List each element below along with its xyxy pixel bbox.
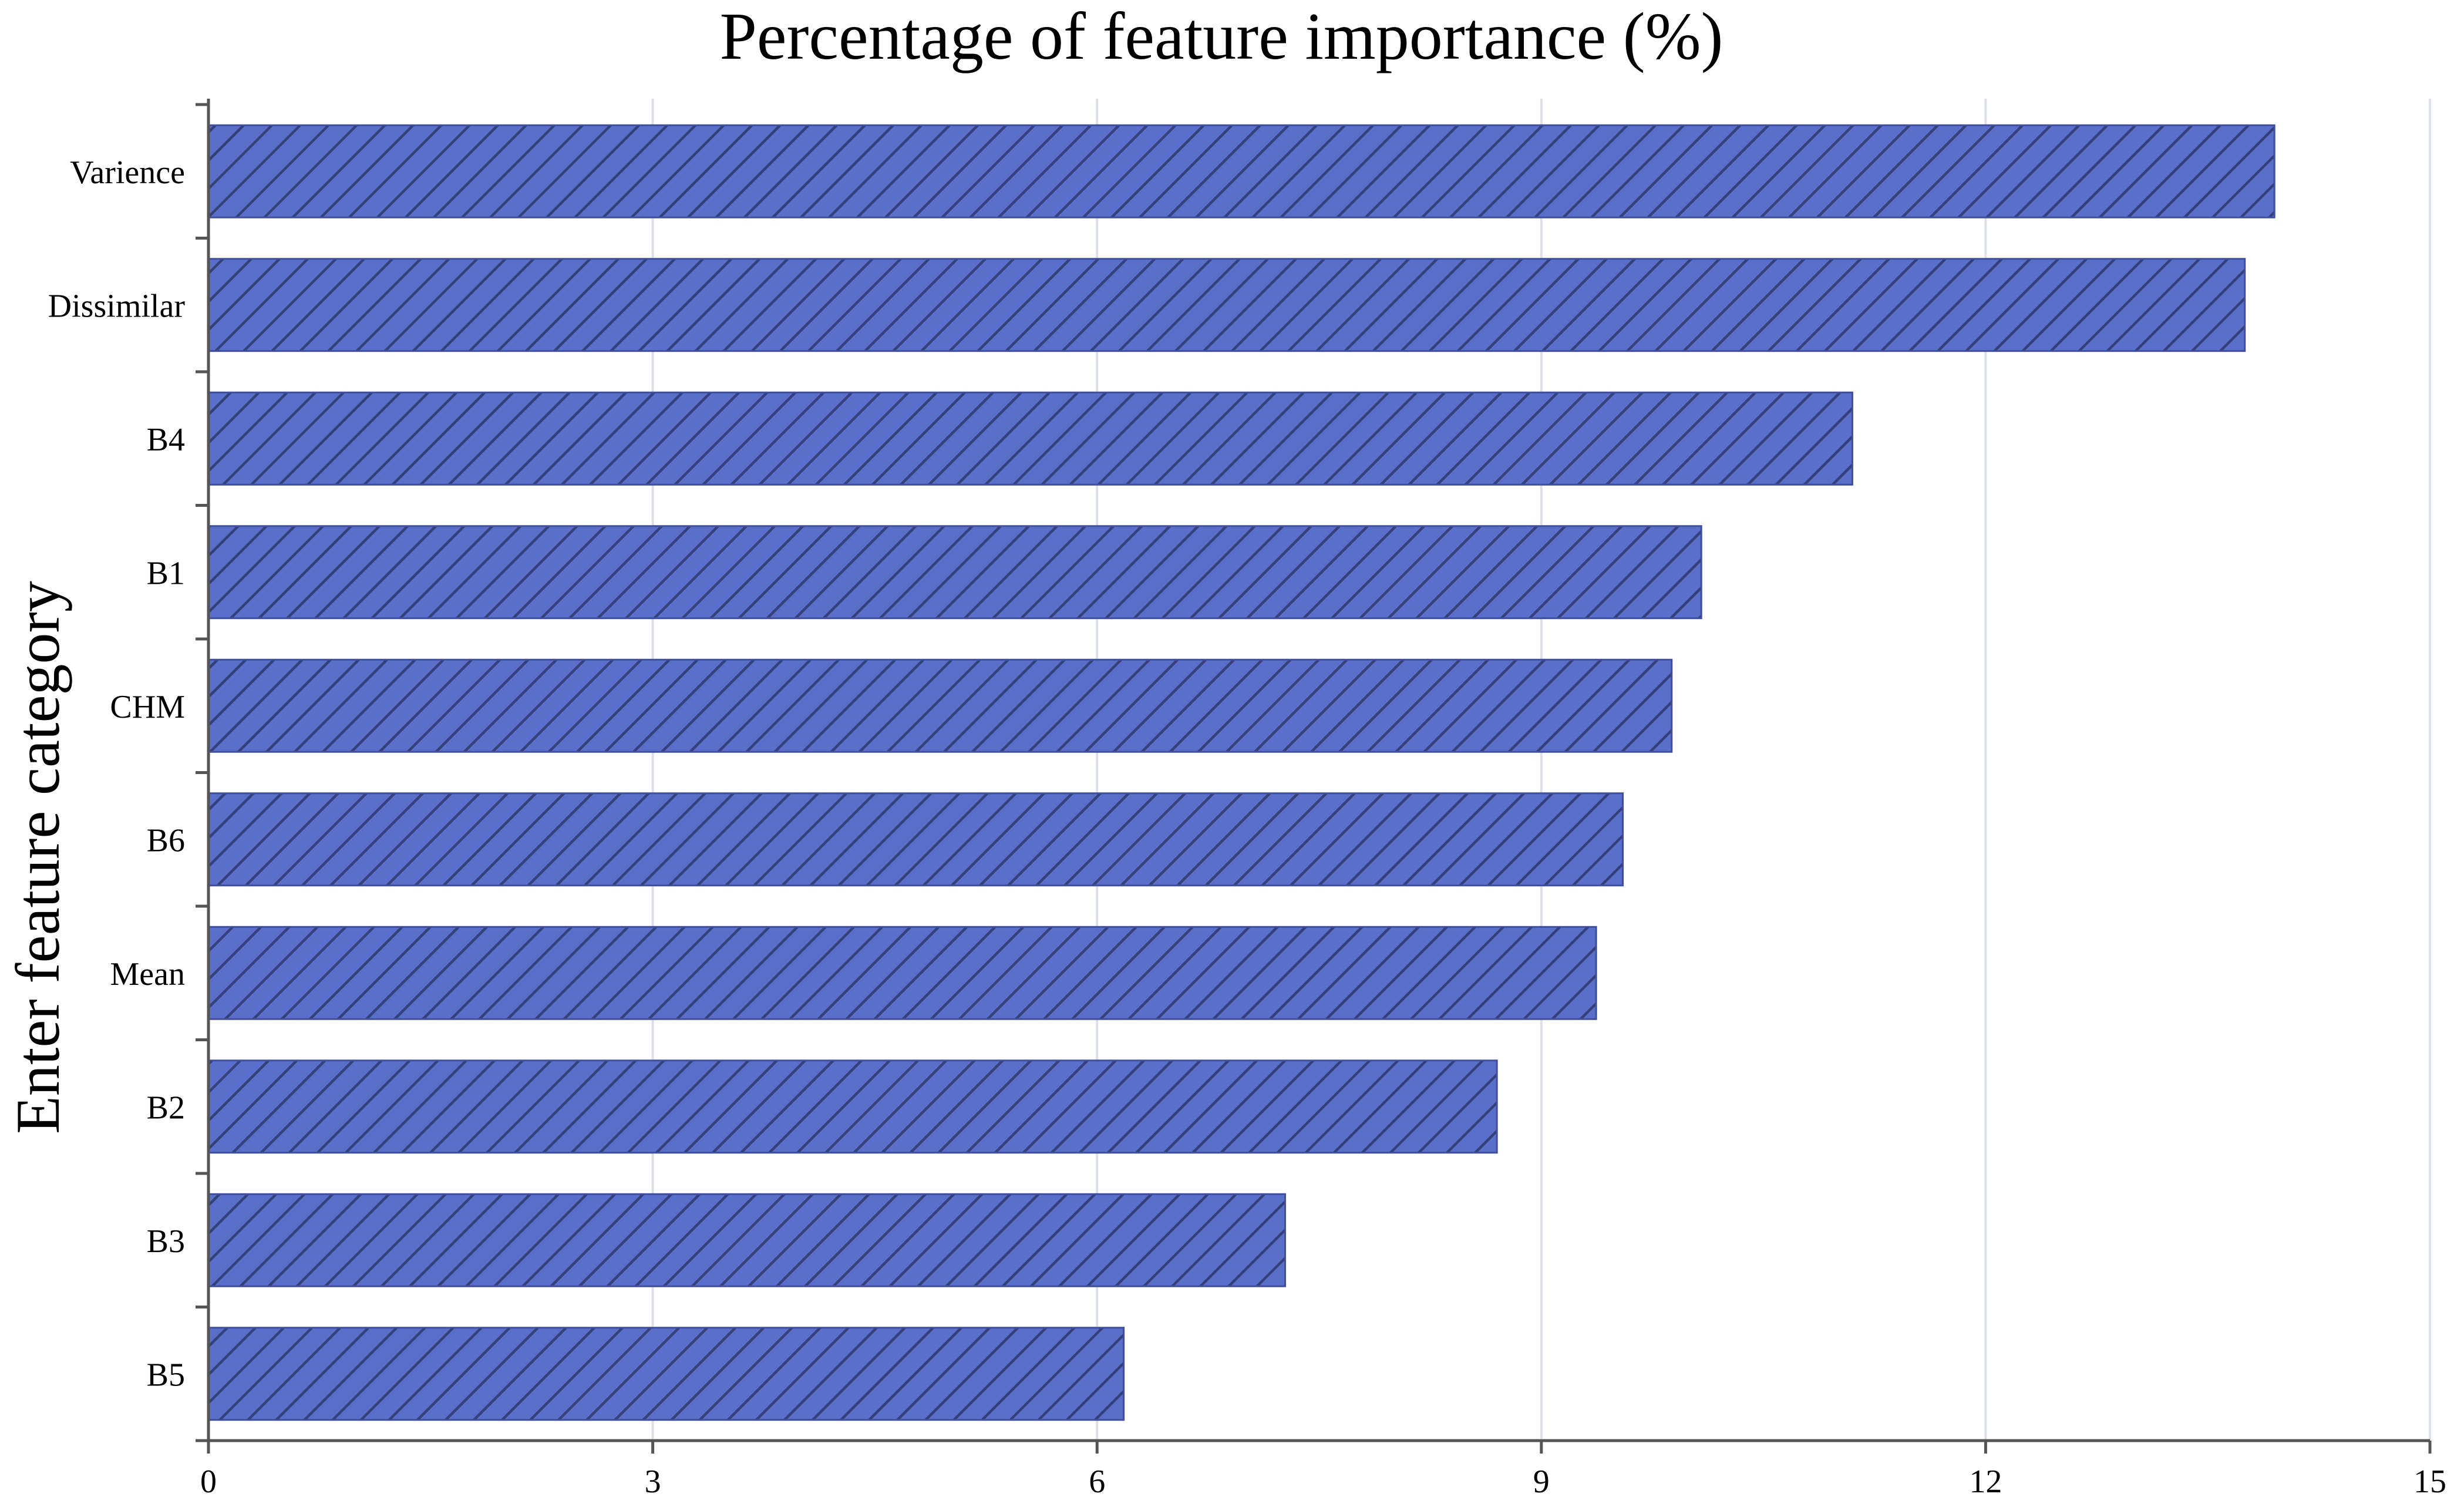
category-label: Mean	[110, 956, 185, 993]
bar-varience	[207, 124, 2276, 218]
bar-b2	[207, 1059, 1498, 1154]
x-tick-label: 0	[200, 1464, 217, 1497]
x-tick-label: 12	[1969, 1464, 2002, 1497]
bar-dissimilar	[207, 258, 2246, 352]
bar-b5	[207, 1327, 1125, 1421]
category-label: Dissimilar	[48, 288, 186, 324]
bar-chm	[207, 658, 1673, 753]
x-tick-label: 3	[645, 1464, 661, 1497]
category-label: B6	[147, 822, 185, 859]
axes	[196, 99, 2432, 1454]
x-tick-label: 9	[1533, 1464, 1550, 1497]
chart-title: Percentage of feature importance (%)	[719, 0, 1723, 73]
category-label: CHM	[110, 689, 185, 725]
bar-b1	[207, 525, 1702, 620]
bar-mean	[207, 926, 1597, 1020]
category-labels: Varience Dissimilar B4 B1 CHM B6 Mean B2 B3 B5	[48, 154, 186, 1394]
bar-b3	[207, 1193, 1286, 1287]
category-label: B1	[147, 555, 185, 591]
bars	[207, 124, 2276, 1421]
bar-b6	[207, 792, 1624, 887]
x-tick-label: 15	[2413, 1464, 2446, 1497]
category-label: B2	[147, 1089, 185, 1126]
category-label: Varience	[70, 154, 185, 191]
x-tick-labels: 0 3 6 9 12 15	[200, 1464, 2446, 1497]
y-axis-label: Enter feature category	[4, 581, 72, 1134]
category-label: B5	[147, 1357, 185, 1393]
bar-b4	[207, 391, 1853, 486]
category-label: B3	[147, 1223, 185, 1260]
x-tick-label: 6	[1089, 1464, 1105, 1497]
category-label: B4	[147, 422, 185, 458]
